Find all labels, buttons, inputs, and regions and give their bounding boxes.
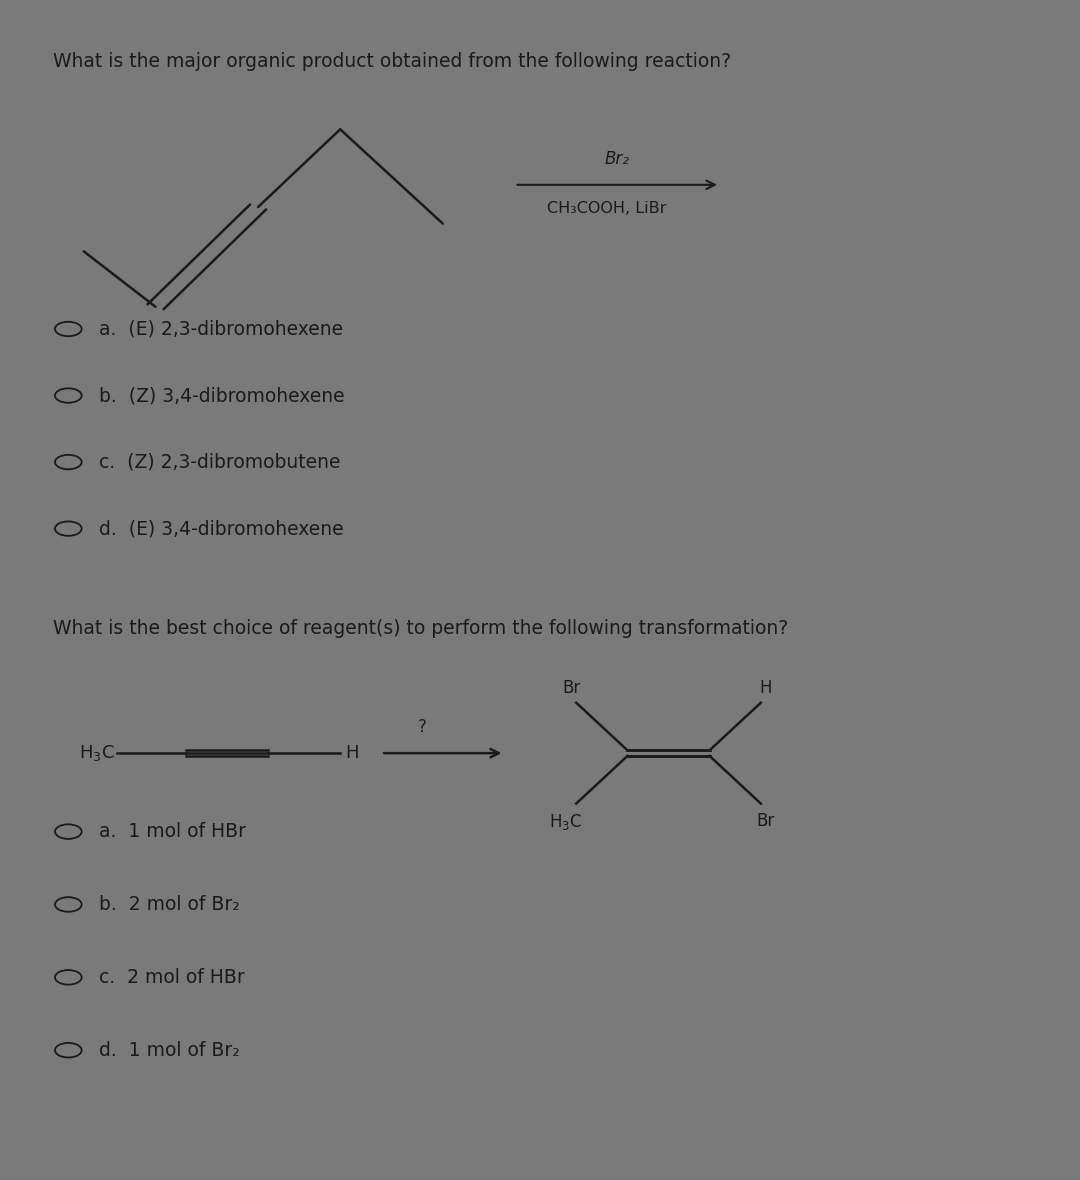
Text: d.  1 mol of Br₂: d. 1 mol of Br₂ (99, 1041, 240, 1060)
Text: What is the major organic product obtained from the following reaction?: What is the major organic product obtain… (53, 52, 731, 71)
Text: Br₂: Br₂ (605, 150, 630, 168)
Text: Br: Br (757, 812, 775, 830)
Text: Br: Br (562, 678, 580, 697)
Text: $\mathregular{H_3C}$: $\mathregular{H_3C}$ (550, 812, 582, 832)
Text: b.  (Z) 3,4-dibromohexene: b. (Z) 3,4-dibromohexene (99, 386, 356, 405)
Text: c.  (Z) 2,3-dibromobutene: c. (Z) 2,3-dibromobutene (99, 453, 340, 472)
Text: a.  1 mol of HBr: a. 1 mol of HBr (99, 822, 246, 841)
Text: H: H (759, 678, 772, 697)
Text: CH₃COOH, LiBr: CH₃COOH, LiBr (548, 202, 666, 216)
Text: $\mathregular{H}$: $\mathregular{H}$ (346, 745, 359, 762)
Text: c.  2 mol of HBr: c. 2 mol of HBr (99, 968, 245, 986)
Text: ?: ? (418, 719, 427, 736)
Text: a.  (E) 2,3-dibromohexene: a. (E) 2,3-dibromohexene (99, 320, 343, 339)
Text: What is the best choice of reagent(s) to perform the following transformation?: What is the best choice of reagent(s) to… (53, 618, 788, 637)
Text: $\mathregular{H_3C}$: $\mathregular{H_3C}$ (79, 743, 114, 763)
Text: d.  (E) 3,4-dibromohexene: d. (E) 3,4-dibromohexene (99, 519, 343, 538)
Text: b.  2 mol of Br₂: b. 2 mol of Br₂ (99, 894, 240, 915)
